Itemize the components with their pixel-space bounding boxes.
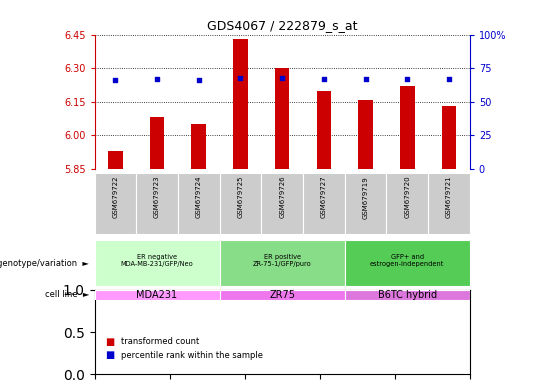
- Text: GSM679723: GSM679723: [154, 176, 160, 218]
- Bar: [136, 173, 178, 234]
- Text: B6TC hybrid: B6TC hybrid: [377, 290, 437, 300]
- Text: GSM679727: GSM679727: [321, 176, 327, 218]
- Point: [278, 74, 287, 81]
- Bar: [275, 68, 289, 169]
- Bar: [400, 86, 415, 169]
- Bar: [345, 240, 470, 286]
- Text: genotype/variation  ►: genotype/variation ►: [0, 258, 89, 268]
- Bar: [261, 173, 303, 234]
- Text: GSM679721: GSM679721: [446, 176, 452, 218]
- Bar: [94, 173, 136, 234]
- Point: [444, 76, 453, 82]
- Bar: [220, 290, 345, 300]
- Bar: [220, 240, 345, 286]
- Text: ■: ■: [105, 350, 114, 360]
- Text: GSM679725: GSM679725: [238, 176, 244, 218]
- Title: GDS4067 / 222879_s_at: GDS4067 / 222879_s_at: [207, 19, 357, 32]
- Bar: [94, 290, 220, 300]
- Point: [361, 76, 370, 82]
- Text: GSM679720: GSM679720: [404, 176, 410, 218]
- Bar: [233, 39, 248, 169]
- Text: MDA231: MDA231: [137, 290, 178, 300]
- Text: GSM679722: GSM679722: [112, 176, 118, 218]
- Text: ZR75: ZR75: [269, 290, 295, 300]
- Bar: [178, 173, 220, 234]
- Point: [236, 74, 245, 81]
- Point: [153, 76, 161, 82]
- Bar: [428, 173, 470, 234]
- Bar: [303, 173, 345, 234]
- Bar: [94, 240, 220, 286]
- Point: [403, 76, 411, 82]
- Bar: [316, 91, 331, 169]
- Text: transformed count: transformed count: [122, 337, 200, 346]
- Point: [111, 77, 120, 83]
- Bar: [150, 118, 164, 169]
- Text: GFP+ and
estrogen-independent: GFP+ and estrogen-independent: [370, 254, 444, 267]
- Text: GSM679719: GSM679719: [362, 176, 368, 218]
- Point: [194, 77, 203, 83]
- Bar: [387, 173, 428, 234]
- Bar: [192, 124, 206, 169]
- Text: ■: ■: [105, 337, 114, 347]
- Text: ER negative
MDA-MB-231/GFP/Neo: ER negative MDA-MB-231/GFP/Neo: [120, 254, 193, 267]
- Bar: [358, 99, 373, 169]
- Bar: [442, 106, 456, 169]
- Text: GSM679724: GSM679724: [195, 176, 202, 218]
- Bar: [345, 173, 387, 234]
- Text: cell line  ►: cell line ►: [45, 290, 89, 299]
- Point: [320, 76, 328, 82]
- Text: ER positive
ZR-75-1/GFP/puro: ER positive ZR-75-1/GFP/puro: [253, 254, 312, 267]
- Text: GSM679726: GSM679726: [279, 176, 285, 218]
- Bar: [220, 173, 261, 234]
- Bar: [345, 290, 470, 300]
- Bar: [108, 151, 123, 169]
- Text: percentile rank within the sample: percentile rank within the sample: [122, 351, 264, 360]
